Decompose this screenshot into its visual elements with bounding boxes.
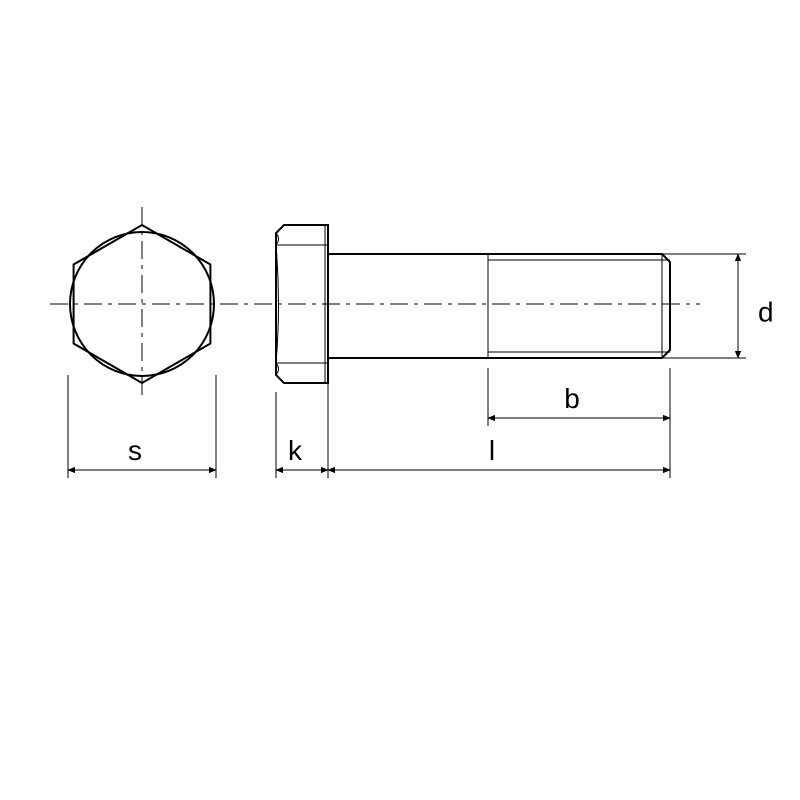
dim-d-label: d (758, 296, 774, 327)
bolt-technical-drawing: s k l b d (0, 0, 800, 800)
dim-l-label: l (489, 435, 495, 466)
shaft-outline (328, 254, 670, 358)
dim-s-label: s (128, 435, 142, 466)
dim-k-label: k (288, 435, 303, 466)
dim-b-label: b (564, 383, 580, 414)
